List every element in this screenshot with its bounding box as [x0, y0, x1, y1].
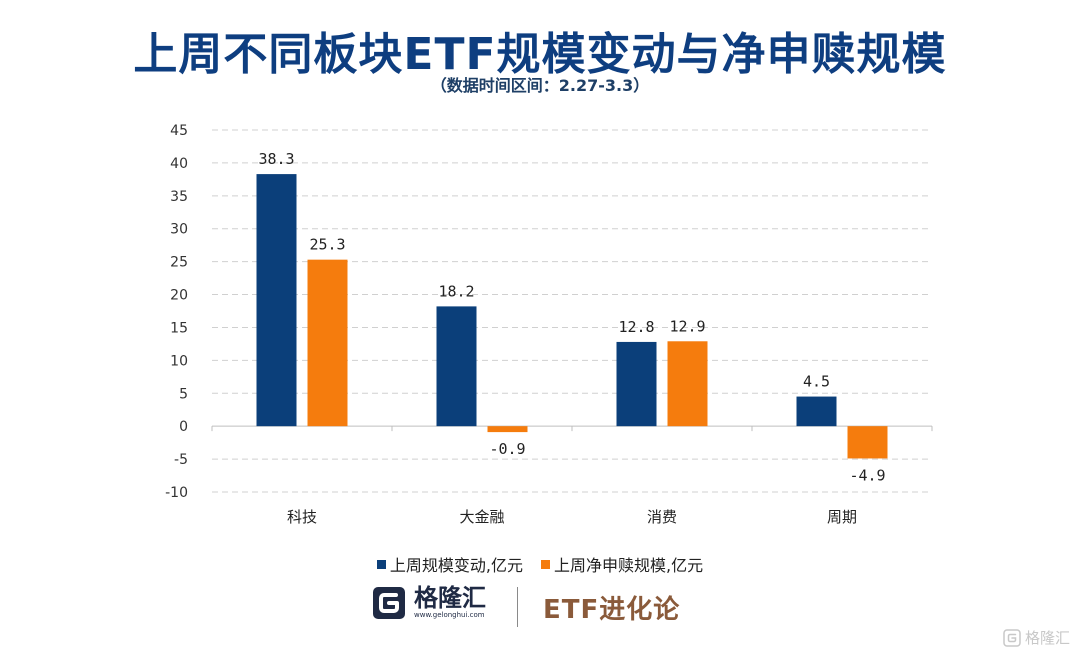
- brand-name: 格隆汇: [414, 584, 486, 612]
- legend-item-scale-change: 上周规模变动,亿元: [376, 552, 523, 576]
- brand-text: 格隆汇 www.gelonghui.com: [414, 585, 486, 620]
- gelonghui-logo-icon: [373, 586, 405, 619]
- y-tick-label: 15: [170, 320, 188, 336]
- data-label: 18.2: [438, 282, 474, 300]
- x-category-label: 周期: [827, 508, 857, 526]
- footer: 格隆汇 www.gelonghui.com ETF进化论: [0, 585, 1080, 630]
- data-label: 12.9: [669, 317, 705, 335]
- chart-title: 上周不同板块ETF规模变动与净申赎规模: [133, 29, 947, 80]
- bar-scale-change: [436, 306, 477, 427]
- watermark-logo-icon: [1003, 628, 1021, 647]
- y-tick-label: 10: [170, 353, 188, 369]
- series-name: ETF进化论: [543, 595, 681, 625]
- brand-url: www.gelonghui.com: [414, 611, 485, 619]
- y-tick-label: 35: [170, 189, 188, 205]
- legend-swatch-net-flow: [541, 559, 550, 569]
- chart-legend: 上周规模变动,亿元 上周净申赎规模,亿元: [0, 552, 1080, 576]
- bar-net-flow: [847, 426, 888, 459]
- bar-scale-change: [616, 341, 657, 427]
- legend-label-scale-change: 上周规模变动,亿元: [389, 556, 523, 575]
- bar-net-flow: [667, 341, 708, 427]
- y-tick-label: -10: [165, 485, 188, 501]
- y-tick-label: -5: [174, 452, 188, 468]
- y-tick-label: 0: [179, 419, 188, 435]
- legend-label-net-flow: 上周净申赎规模,亿元: [554, 556, 704, 575]
- x-category-label: 消费: [647, 508, 677, 526]
- y-tick-label: 20: [170, 288, 188, 304]
- x-category-label: 大金融: [459, 508, 504, 526]
- data-label: -4.9: [849, 466, 885, 484]
- watermark: 格隆汇: [1003, 627, 1070, 648]
- bar-net-flow: [307, 259, 348, 427]
- y-tick-label: 5: [179, 386, 188, 402]
- legend-swatch-scale-change: [376, 559, 386, 569]
- y-tick-label: 40: [170, 156, 188, 172]
- data-label: 38.3: [258, 150, 294, 168]
- data-label: -0.9: [489, 440, 525, 458]
- watermark-text: 格隆汇: [1024, 629, 1070, 647]
- legend-item-net-flow: 上周净申赎规模,亿元: [541, 552, 703, 576]
- y-tick-label: 45: [170, 123, 188, 139]
- brand: 格隆汇 www.gelonghui.com: [372, 585, 486, 620]
- y-tick-label: 25: [170, 255, 188, 271]
- y-tick-label: 30: [170, 222, 188, 238]
- data-label: 4.5: [803, 373, 830, 391]
- bar-chart: -10 -5 0 5 10 15 20 25 30 35 40 45 38.3 25.3 科技 18.2 -0.…: [165, 123, 933, 526]
- bar-scale-change: [256, 174, 297, 427]
- bar-net-flow: [487, 426, 528, 433]
- data-label: 12.8: [618, 318, 654, 336]
- chart-subtitle: （数据时间区间：2.27-3.3）: [430, 76, 650, 95]
- x-category-label: 科技: [287, 508, 317, 526]
- data-label: 25.3: [309, 236, 345, 254]
- bar-scale-change: [796, 396, 837, 427]
- footer-divider: [517, 587, 518, 627]
